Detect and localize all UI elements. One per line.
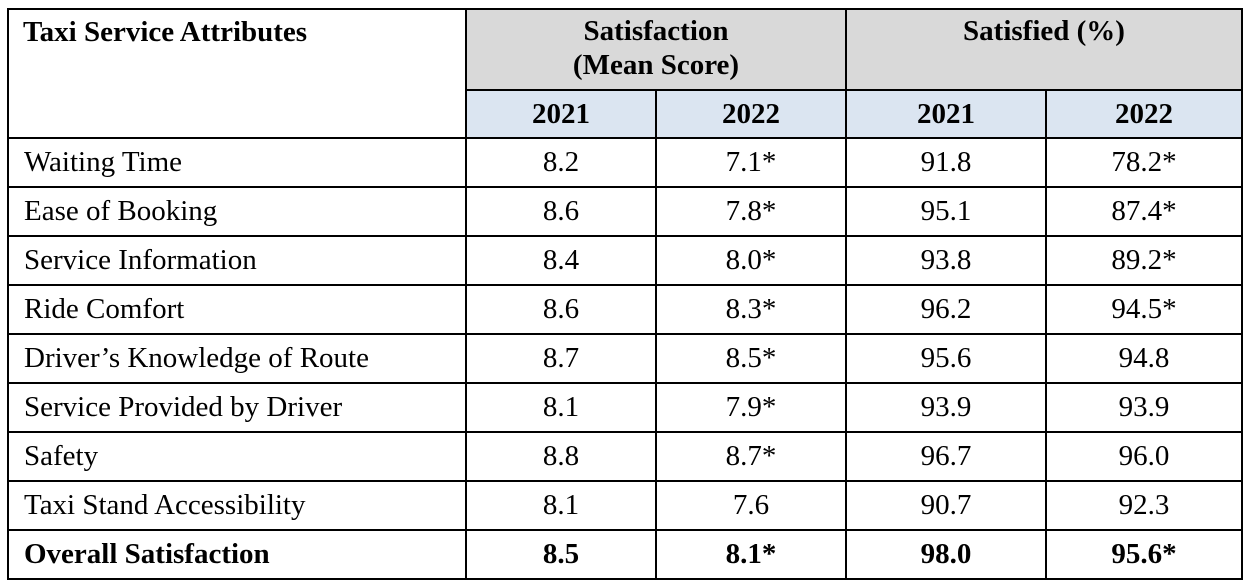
- header-mean-line2: (Mean Score): [572, 49, 740, 81]
- mean-2021-cell: 8.8: [465, 431, 657, 482]
- header-satisfied-pct-group: Satisfied (%): [844, 8, 1244, 91]
- mean-2021-cell: 8.7: [465, 333, 657, 384]
- mean-2022-cell: 7.9*: [655, 382, 847, 433]
- row-label: Ride Comfort: [7, 284, 467, 335]
- row-label: Driver’s Knowledge of Route: [7, 333, 467, 384]
- pct-2022-cell: 92.3: [1044, 480, 1244, 531]
- header-attribute: Taxi Service Attributes: [7, 8, 467, 139]
- pct-2021-cell: 93.9: [845, 382, 1047, 433]
- mean-2022-cell: 7.8*: [655, 186, 847, 237]
- pct-2022-cell: 94.5*: [1044, 284, 1244, 335]
- row-label: Service Information: [7, 235, 467, 286]
- table-row: Ride Comfort 8.6 8.3* 96.2 94.5*: [7, 284, 1244, 335]
- mean-2021-cell: 8.6: [465, 284, 657, 335]
- table-row: Service Information 8.4 8.0* 93.8 89.2*: [7, 235, 1244, 286]
- header-year-mean-2021: 2021: [465, 89, 657, 139]
- row-label: Safety: [7, 431, 467, 482]
- mean-2021-cell: 8.5: [465, 529, 657, 580]
- row-label: Service Provided by Driver: [7, 382, 467, 433]
- header-year-mean-2022: 2022: [655, 89, 847, 139]
- mean-2021-cell: 8.4: [465, 235, 657, 286]
- row-label: Taxi Stand Accessibility: [7, 480, 467, 531]
- mean-2022-cell: 8.1*: [655, 529, 847, 580]
- mean-2022-cell: 8.3*: [655, 284, 847, 335]
- header-row-years: 2021 2022 2021 2022: [8, 89, 1244, 139]
- header-mean-score-group: Satisfaction (Mean Score): [465, 8, 847, 91]
- mean-2021-cell: 8.2: [465, 137, 657, 188]
- pct-2022-cell: 96.0: [1044, 431, 1244, 482]
- pct-2022-cell: 94.8: [1044, 333, 1244, 384]
- table-row: Driver’s Knowledge of Route 8.7 8.5* 95.…: [7, 333, 1244, 384]
- pct-2021-cell: 93.8: [845, 235, 1047, 286]
- pct-2021-cell: 90.7: [845, 480, 1047, 531]
- mean-2022-cell: 8.7*: [655, 431, 847, 482]
- pct-2021-cell: 95.1: [845, 186, 1047, 237]
- satisfaction-table-container: Taxi Service Attributes Satisfaction (Me…: [7, 8, 1244, 580]
- pct-2021-cell: 91.8: [845, 137, 1047, 188]
- mean-2022-cell: 8.5*: [655, 333, 847, 384]
- pct-2021-cell: 96.2: [845, 284, 1047, 335]
- row-label: Ease of Booking: [7, 186, 467, 237]
- pct-2022-cell: 93.9: [1044, 382, 1244, 433]
- header-year-pct-2021: 2021: [845, 89, 1047, 139]
- table-row: Safety 8.8 8.7* 96.7 96.0: [7, 431, 1244, 482]
- pct-2022-cell: 87.4*: [1044, 186, 1244, 237]
- table-row: Taxi Stand Accessibility 8.1 7.6 90.7 92…: [7, 480, 1244, 531]
- pct-2021-cell: 98.0: [845, 529, 1047, 580]
- table-row: Service Provided by Driver 8.1 7.9* 93.9…: [7, 382, 1244, 433]
- pct-2021-cell: 95.6: [845, 333, 1047, 384]
- pct-2022-cell: 78.2*: [1044, 137, 1244, 188]
- mean-2021-cell: 8.1: [465, 480, 657, 531]
- pct-2021-cell: 96.7: [845, 431, 1047, 482]
- mean-2022-cell: 7.1*: [655, 137, 847, 188]
- overall-satisfaction-row: Overall Satisfaction 8.5 8.1* 98.0 95.6*: [7, 529, 1244, 580]
- mean-2021-cell: 8.1: [465, 382, 657, 433]
- header-mean-line1: Satisfaction: [583, 15, 729, 47]
- row-label: Overall Satisfaction: [7, 529, 467, 580]
- table-row: Ease of Booking 8.6 7.8* 95.1 87.4*: [7, 186, 1244, 237]
- mean-2022-cell: 7.6: [655, 480, 847, 531]
- header-year-pct-2022: 2022: [1044, 89, 1244, 139]
- taxi-satisfaction-table: Taxi Service Attributes Satisfaction (Me…: [7, 8, 1244, 580]
- mean-2021-cell: 8.6: [465, 186, 657, 237]
- pct-2022-cell: 95.6*: [1044, 529, 1244, 580]
- mean-2022-cell: 8.0*: [655, 235, 847, 286]
- row-label: Waiting Time: [7, 137, 467, 188]
- pct-2022-cell: 89.2*: [1044, 235, 1244, 286]
- header-row-groups: Taxi Service Attributes Satisfaction (Me…: [7, 8, 1244, 139]
- table-row: Waiting Time 8.2 7.1* 91.8 78.2*: [7, 137, 1244, 188]
